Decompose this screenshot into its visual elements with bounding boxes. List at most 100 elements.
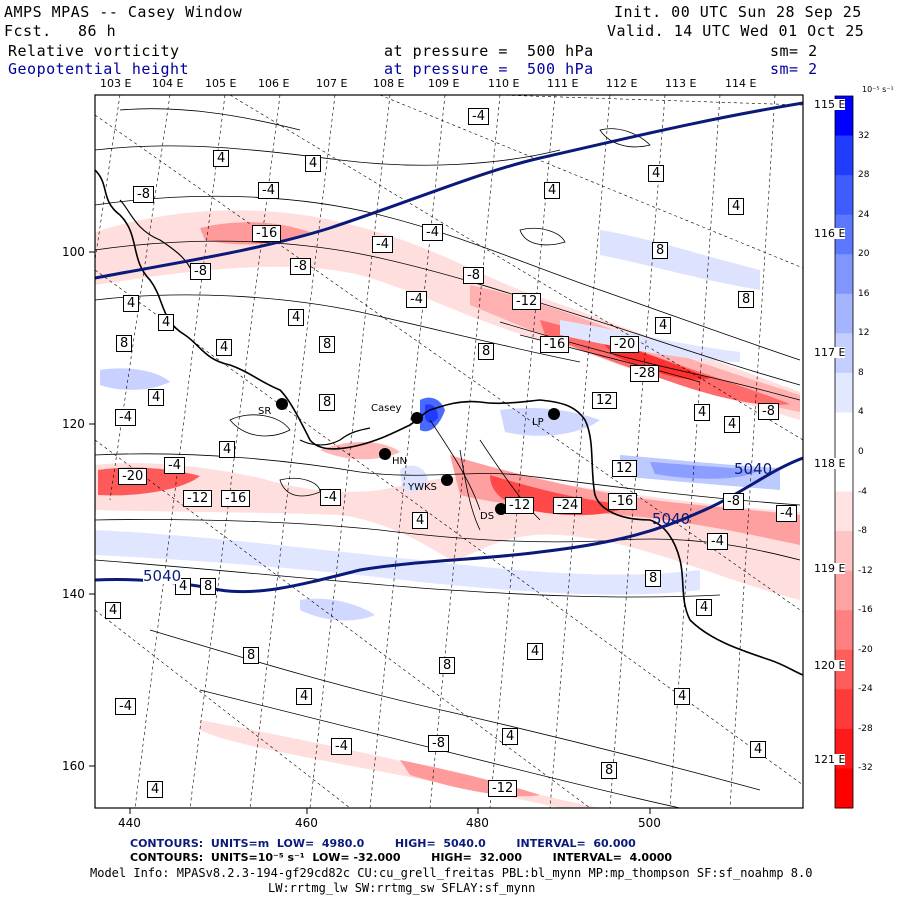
vorticity-contour-label: -12	[512, 293, 542, 310]
colorbar-swatch	[835, 293, 853, 334]
station-label: HN	[392, 456, 407, 467]
vorticity-contour-label: 4	[296, 688, 313, 705]
vorticity-contour-label: 4	[105, 602, 122, 619]
vorticity-contour-label: 4	[655, 317, 672, 334]
longitude-label: 114 E	[725, 77, 757, 90]
longitude-label: 113 E	[665, 77, 697, 90]
vorticity-contour-label: 4	[288, 309, 305, 326]
longitude-label: 108 E	[373, 77, 405, 90]
vorticity-contour-label: 8	[243, 647, 260, 664]
longitude-label: 105 E	[205, 77, 237, 90]
plot-frame	[94, 94, 804, 809]
vorticity-contour-label: -8	[428, 735, 449, 752]
latlon-grid	[95, 95, 803, 808]
y-tick-label: 120	[62, 417, 85, 431]
vorticity-contour-label: -4	[422, 224, 443, 241]
y-tick-label: 160	[62, 759, 85, 773]
vorticity-contour-label: -20	[610, 336, 640, 353]
vorticity-shading	[95, 210, 800, 808]
latitude-label: 121 E	[814, 753, 846, 766]
vorticity-contour-label: -8	[133, 186, 154, 203]
coastline-inlet	[119, 199, 196, 281]
longitude-label: 109 E	[428, 77, 460, 90]
station-label: DS	[480, 511, 495, 522]
station-marker	[441, 474, 453, 486]
station-marker	[548, 408, 560, 420]
latitude-label: 118 E	[814, 457, 846, 470]
field2-level: at pressure = 500 hPa	[384, 60, 594, 78]
height-contour-label: 5040	[734, 460, 773, 478]
vorticity-contour-label: 8	[319, 336, 336, 353]
colorbar-swatch	[835, 610, 853, 651]
x-tick-label: 440	[118, 816, 141, 830]
vorticity-contour-label: 8	[116, 335, 133, 352]
colorbar-swatch	[835, 531, 853, 572]
vorticity-contour-label: -4	[372, 236, 393, 253]
latitude-label: 119 E	[814, 562, 846, 575]
vorticity-contour-label: -4	[707, 533, 728, 550]
vorticity-contour-label: -8	[723, 493, 744, 510]
y-tick-label: 140	[62, 587, 85, 601]
vorticity-contour-label: -16	[608, 493, 638, 510]
vorticity-contour-label: -4	[258, 182, 279, 199]
model-info: Model Info: MPASv8.2.3-194-gf29cd82c CU:…	[90, 866, 813, 880]
vorticity-contour-label: -28	[630, 365, 660, 382]
vorticity-contour-label: -16	[221, 490, 251, 507]
vorticity-contour-label: 8	[601, 762, 618, 779]
vorticity-contour-label: -12	[488, 780, 518, 797]
vorticity-contour-label: -4	[776, 505, 797, 522]
station-label: LP	[532, 417, 544, 428]
x-tick-label: 500	[638, 816, 661, 830]
y-tick-label: 100	[62, 245, 85, 259]
latitude-label: 117 E	[814, 346, 846, 359]
vorticity-contour-label: -12	[183, 490, 213, 507]
vorticity-contour-label: 4	[147, 781, 164, 798]
vorticity-contour-label: 4	[412, 512, 429, 529]
longitude-label: 103 E	[100, 77, 132, 90]
vorticity-contour-label: 8	[738, 291, 755, 308]
longitude-label: 107 E	[316, 77, 348, 90]
colorbar-tick-label: -24	[858, 684, 873, 695]
vorticity-contour-label: 4	[674, 688, 691, 705]
colorbar-tick-label: -16	[858, 605, 873, 616]
station-marker	[379, 448, 391, 460]
vorticity-contour-label: -16	[540, 336, 570, 353]
station-label: SR	[258, 406, 272, 417]
colorbar-tick-label: -28	[858, 723, 873, 734]
vorticity-contour-label: -24	[553, 497, 583, 514]
vorticity-contour-label: -4	[468, 108, 489, 125]
coastline-bay	[299, 427, 371, 446]
height-contour-info: CONTOURS: UNITS=m LOW= 4980.0 HIGH= 5040…	[130, 837, 636, 850]
vorticity-contour-label: 8	[319, 394, 336, 411]
vorticity-contour-label: 4	[502, 728, 519, 745]
vorticity-contour-label: -16	[252, 225, 282, 242]
colorbar-frame	[834, 95, 854, 809]
station-marker	[495, 503, 507, 515]
colorbar-swatch	[835, 175, 853, 216]
vorticity-contour-label: 4	[158, 314, 175, 331]
vorticity-contour-label: -4	[331, 738, 352, 755]
colorbar-tick-label: -32	[858, 763, 873, 774]
init-time: Init. 00 UTC Sun 28 Sep 25	[614, 3, 862, 21]
station-marker	[411, 412, 423, 424]
colorbar-tick-label: -12	[858, 565, 873, 576]
vorticity-contour-label: -20	[118, 468, 148, 485]
colorbar-tick-label: 4	[858, 407, 864, 418]
vorticity-contour-label: 12	[592, 392, 617, 409]
latitude-label: 116 E	[814, 227, 846, 240]
vorticity-contour-label: 4	[696, 599, 713, 616]
vorticity-contour-label: 4	[213, 150, 230, 167]
latitude-label: 120 E	[814, 659, 846, 672]
vorticity-contour-label: 4	[694, 404, 711, 421]
vorticity-contour-label: 8	[478, 343, 495, 360]
vorticity-contour-label: -4	[115, 409, 136, 426]
vorticity-contour-label: -4	[115, 698, 136, 715]
vorticity-contour-label: 4	[148, 389, 165, 406]
height-contour-label: 5040	[143, 567, 182, 585]
vorticity-contour-label: 4	[527, 643, 544, 660]
vorticity-contour-label: 8	[200, 578, 217, 595]
colorbar-tick-label: -8	[858, 526, 867, 537]
vorticity-contour-label: 4	[219, 441, 236, 458]
latitude-label: 115 E	[814, 98, 846, 111]
colorbar-swatch	[835, 254, 853, 295]
